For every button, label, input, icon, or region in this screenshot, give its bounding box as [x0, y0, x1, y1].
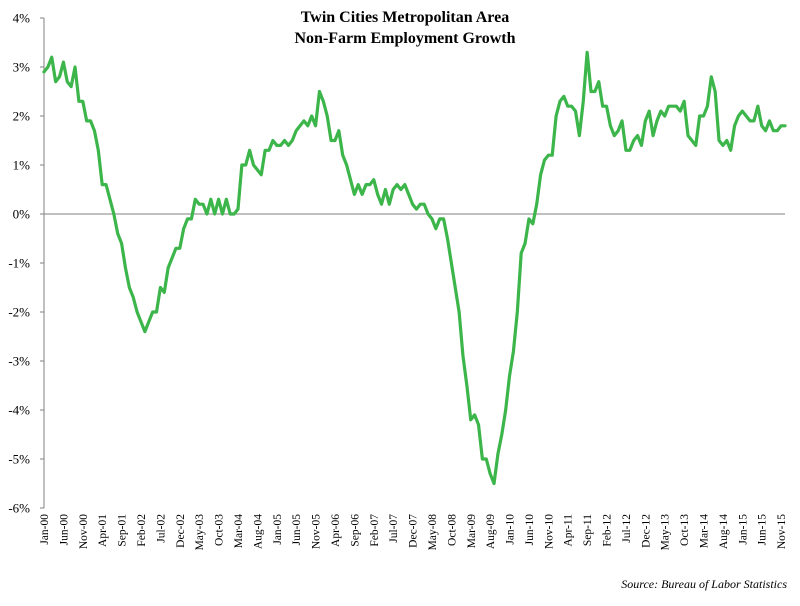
x-tick-label: Jan-00: [39, 514, 51, 545]
x-tick-label: Apr-11: [563, 514, 575, 547]
x-tick-label: Aug-04: [252, 514, 264, 549]
x-tick-label: Feb-02: [136, 514, 148, 547]
x-tick-label: Jan-05: [272, 514, 284, 545]
x-tick-label: Mar-09: [466, 514, 478, 549]
x-tick-label: Nov-05: [311, 514, 323, 549]
x-tick-label: Apr-06: [330, 514, 342, 547]
chart-subtitle: Non-Farm Employment Growth: [294, 30, 515, 47]
y-tick-label: -4%: [8, 403, 30, 418]
y-tick-label: -6%: [8, 501, 30, 516]
x-tick-label: Mar-04: [233, 514, 245, 549]
x-tick-label: Sep-11: [582, 514, 594, 546]
x-tick-label: Oct-08: [446, 514, 458, 546]
source-note: Source: Bureau of Labor Statistics: [621, 577, 787, 591]
x-tick-label: Apr-01: [97, 514, 109, 547]
x-tick-label: Jul-07: [388, 514, 400, 543]
x-tick-label: May-03: [194, 514, 206, 551]
x-tick-label: Aug-14: [718, 514, 730, 549]
y-tick-label: -1%: [8, 256, 30, 271]
y-tick-label: -3%: [8, 354, 30, 369]
x-tick-label: Oct-03: [214, 514, 226, 546]
x-tick-label: Nov-00: [78, 514, 90, 549]
x-tick-label: Oct-13: [679, 514, 691, 546]
x-tick-label: Jun-05: [291, 514, 303, 546]
x-tick-label: Aug-09: [485, 514, 497, 549]
y-tick-label: 1%: [13, 158, 31, 173]
x-tick-label: Jun-00: [58, 514, 70, 546]
x-tick-label: May-08: [427, 514, 439, 551]
x-tick-label: Nov-10: [543, 514, 555, 549]
y-tick-label: 2%: [13, 109, 31, 124]
x-tick-label: Jan-15: [737, 514, 749, 545]
series-line: [42, 50, 787, 486]
y-tick-label: 3%: [13, 60, 31, 75]
x-tick-label: Jul-02: [155, 514, 167, 543]
x-tick-label: Jun-15: [757, 514, 769, 546]
x-tick-label: Jan-10: [505, 514, 517, 545]
y-tick-label: -5%: [8, 452, 30, 467]
x-tick-label: Dec-07: [408, 514, 420, 548]
x-tick-label: Feb-12: [602, 514, 614, 547]
y-tick-label: 0%: [13, 207, 31, 222]
x-tick-label: Dec-12: [640, 514, 652, 548]
chart-title: Twin Cities Metropolitan Area: [301, 9, 509, 26]
y-axis: 4% 3% 2% 1% 0% -1% -2% -3% -4% -5% -6%: [8, 11, 44, 516]
y-tick-label: 4%: [13, 11, 31, 26]
x-tick-label: Jul-12: [621, 514, 633, 543]
y-tick-label: -2%: [8, 305, 30, 320]
x-tick-label: Jun-10: [524, 514, 536, 546]
x-tick-label: Feb-07: [369, 514, 381, 547]
x-tick-label: May-13: [660, 514, 672, 551]
x-tick-label: Sep-01: [117, 514, 129, 547]
x-tick-label: Dec-02: [175, 514, 187, 548]
x-axis: Jan-00 Jun-00 Nov-00 Apr-01 Sep-01 Feb-02 Jul-…: [39, 514, 788, 551]
x-tick-label: Mar-14: [699, 514, 711, 549]
x-tick-label: Nov-15: [776, 514, 788, 549]
x-tick-label: Sep-06: [349, 514, 361, 547]
